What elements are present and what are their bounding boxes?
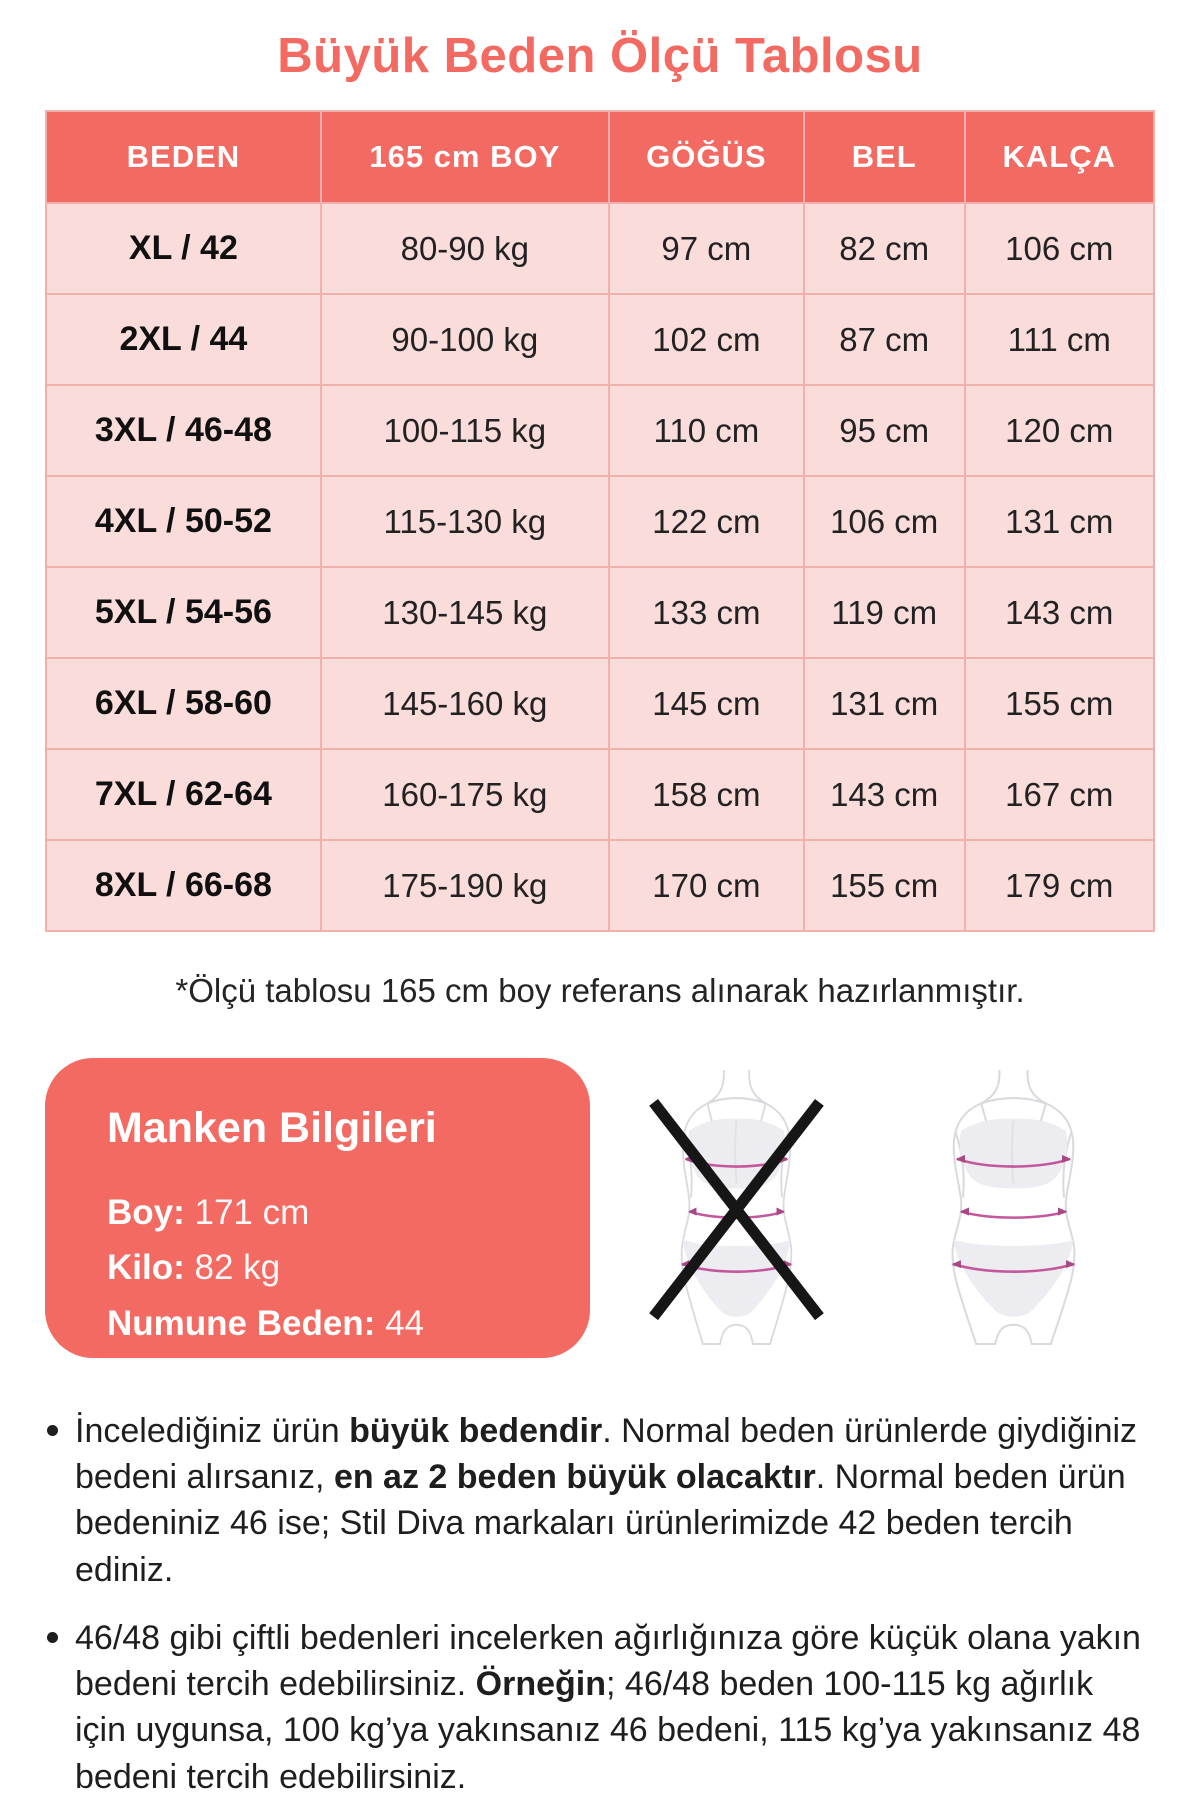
measurement-cell: 145 cm — [607, 657, 805, 750]
table-row: XL / 42 80-90 kg 97 cm 82 cm 106 cm — [45, 202, 1156, 295]
measurement-cell: 110 cm — [607, 384, 805, 477]
measurement-cell: 115-130 kg — [319, 475, 610, 568]
measurement-cell: 133 cm — [607, 566, 805, 659]
measurement-cell: 111 cm — [963, 293, 1156, 386]
measurement-cell: 160-175 kg — [319, 748, 610, 841]
size-chart-body: XL / 42 80-90 kg 97 cm 82 cm 106 cm 2XL / 44 9… — [45, 202, 1156, 932]
measurement-figures — [590, 1058, 1160, 1358]
page-title: Büyük Beden Ölçü Tablosu — [277, 29, 923, 83]
waist-measure-line — [959, 1207, 1068, 1219]
note-item: 46/48 gibi çiftli bedenleri incelerken a… — [45, 1615, 1150, 1800]
model-info-field: Boy: 171 cm — [107, 1193, 310, 1232]
column-header: BEDEN — [45, 110, 322, 204]
model-info-fields: Boy: 171 cm Kilo: 82 kg Numune Beden: 44 — [107, 1185, 560, 1351]
table-row: 2XL / 44 90-100 kg 102 cm 87 cm 111 cm — [45, 293, 1156, 386]
measurement-cell: 131 cm — [963, 475, 1156, 568]
measurement-cell: 175-190 kg — [319, 839, 610, 932]
measurement-cell: 170 cm — [607, 839, 805, 932]
table-row: 3XL / 46-48 100-115 kg 110 cm 95 cm 120 cm — [45, 384, 1156, 477]
size-cell: 6XL / 58-60 — [45, 657, 322, 750]
table-row: 4XL / 50-52 115-130 kg 122 cm 106 cm 131 cm — [45, 475, 1156, 568]
measurement-cell: 179 cm — [963, 839, 1156, 932]
measurement-cell: 95 cm — [802, 384, 966, 477]
table-footnote: *Ölçü tablosu 165 cm boy referans alınar… — [175, 972, 1025, 1009]
header-row: BEDEN 165 cm BOY GÖĞÜS BEL KALÇA — [45, 110, 1156, 204]
model-info-title: Manken Bilgileri — [107, 1104, 437, 1152]
size-chart-header: BEDEN 165 cm BOY GÖĞÜS BEL KALÇA — [45, 110, 1156, 204]
measurement-cell: 97 cm — [607, 202, 805, 295]
model-info-section: Manken Bilgileri Boy: 171 cm Kilo: 82 kg N… — [45, 1058, 1160, 1358]
table-row: 5XL / 54-56 130-145 kg 133 cm 119 cm 143 cm — [45, 566, 1156, 659]
table-row: 7XL / 62-64 160-175 kg 158 cm 143 cm 167 cm — [45, 748, 1156, 841]
model-info-field: Numune Beden: 44 — [107, 1303, 425, 1343]
measurement-cell: 155 cm — [963, 657, 1156, 750]
size-chart-table: BEDEN 165 cm BOY GÖĞÜS BEL KALÇA XL / 42 80-9… — [45, 110, 1156, 932]
measurement-cell: 82 cm — [802, 202, 966, 295]
measurement-cell: 158 cm — [607, 748, 805, 841]
column-header: 165 cm BOY — [319, 110, 610, 204]
model-info-field: Kilo: 82 kg — [107, 1248, 281, 1288]
measurement-cell: 122 cm — [607, 475, 805, 568]
body-silhouette — [951, 1070, 1076, 1345]
measurement-cell: 155 cm — [802, 839, 966, 932]
body-figure-crossed-out — [649, 1070, 824, 1345]
measurement-cell: 167 cm — [963, 748, 1156, 841]
bust-measure-line — [955, 1154, 1072, 1168]
size-cell: 5XL / 54-56 — [45, 566, 322, 659]
column-header: GÖĞÜS — [607, 110, 805, 204]
note-item: İncelediğiniz ürün büyük bedendir. Norma… — [45, 1408, 1150, 1593]
size-cell: 3XL / 46-48 — [45, 384, 322, 477]
measurement-cell: 145-160 kg — [319, 657, 610, 750]
measurement-cell: 90-100 kg — [319, 293, 610, 386]
measurement-cell: 106 cm — [802, 475, 966, 568]
body-figure-plus-size — [951, 1070, 1076, 1345]
size-cell: 4XL / 50-52 — [45, 475, 322, 568]
measurement-cell: 87 cm — [802, 293, 966, 386]
sizing-notes-list: İncelediğiniz ürün büyük bedendir. Norma… — [45, 1408, 1150, 1800]
measurement-cell: 143 cm — [963, 566, 1156, 659]
measurement-cell: 131 cm — [802, 657, 966, 750]
measurement-cell: 106 cm — [963, 202, 1156, 295]
measurement-cell: 119 cm — [802, 566, 966, 659]
table-row: 6XL / 58-60 145-160 kg 145 cm 131 cm 155 cm — [45, 657, 1156, 750]
column-header: KALÇA — [963, 110, 1156, 204]
model-info-card: Manken Bilgileri Boy: 171 cm Kilo: 82 kg N… — [45, 1058, 590, 1358]
x-mark-icon — [649, 1098, 824, 1321]
size-cell: 8XL / 66-68 — [45, 839, 322, 932]
measurement-cell: 120 cm — [963, 384, 1156, 477]
measurement-cell: 130-145 kg — [319, 566, 610, 659]
size-cell: 7XL / 62-64 — [45, 748, 322, 841]
measurement-cell: 102 cm — [607, 293, 805, 386]
measurement-cell: 80-90 kg — [319, 202, 610, 295]
column-header: BEL — [802, 110, 966, 204]
size-cell: 2XL / 44 — [45, 293, 322, 386]
table-row: 8XL / 66-68 175-190 kg 170 cm 155 cm 179 cm — [45, 839, 1156, 932]
measurement-cell: 143 cm — [802, 748, 966, 841]
size-cell: XL / 42 — [45, 202, 322, 295]
measurement-cell: 100-115 kg — [319, 384, 610, 477]
hip-measure-line — [951, 1260, 1076, 1273]
